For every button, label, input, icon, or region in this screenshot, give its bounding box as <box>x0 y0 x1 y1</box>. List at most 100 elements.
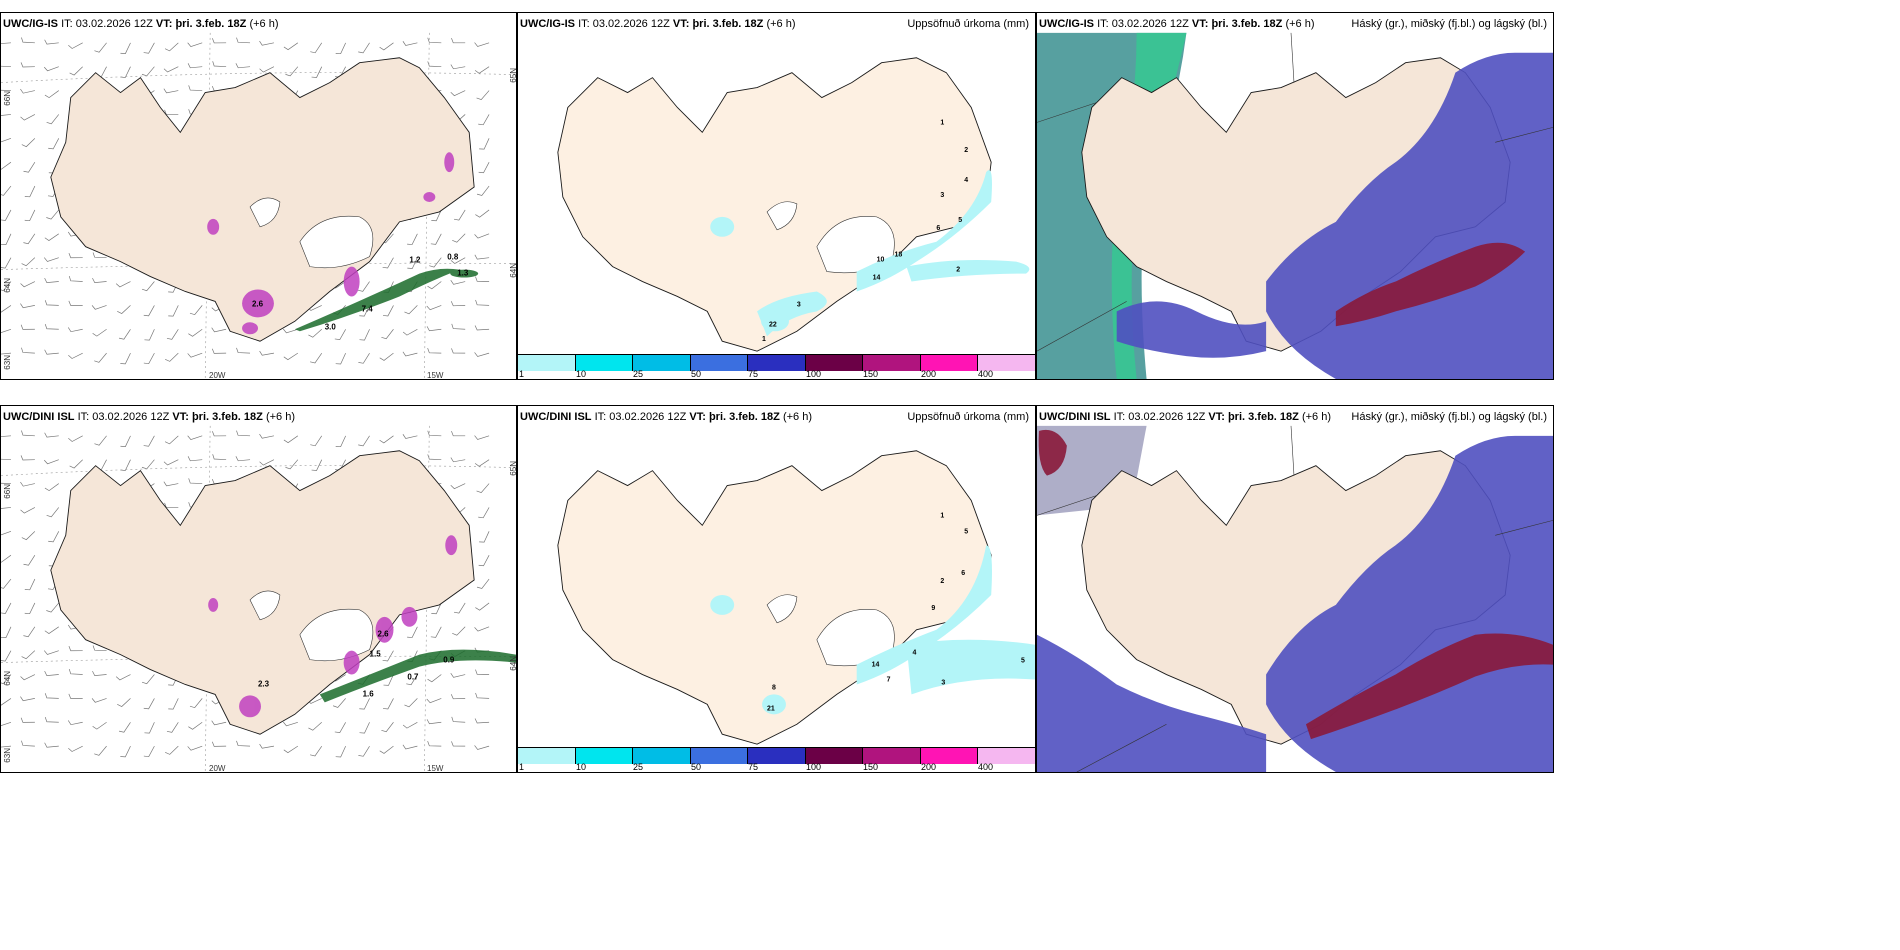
wind-barb <box>1 458 11 461</box>
glacier <box>816 215 895 274</box>
wind-barb <box>379 745 394 754</box>
wind-barb <box>478 507 490 519</box>
wind-barb <box>426 719 442 725</box>
glacier <box>766 594 798 624</box>
value-label: 5 <box>958 217 962 224</box>
colorbar-segment <box>806 355 863 371</box>
wind-barb <box>141 66 155 77</box>
panel-title: Háský (gr.), miðský (fj.bl.) og lágský (… <box>1351 411 1547 423</box>
wind-barb <box>120 459 131 471</box>
wind-barb <box>118 329 131 340</box>
value-label: 1 <box>940 512 944 519</box>
wind-barb <box>474 233 490 239</box>
colorbar-segment <box>806 748 863 764</box>
wind-barb <box>24 578 36 591</box>
wind-barb <box>120 435 131 447</box>
value-label: 3.0 <box>325 322 337 331</box>
wind-barb <box>474 42 490 47</box>
mid-cloud <box>1305 633 1553 740</box>
wind-barb <box>118 722 131 733</box>
wind-barb <box>44 233 59 241</box>
low-cloud <box>1116 301 1267 358</box>
colorbar-label: 1 <box>519 762 525 772</box>
panel-title: Háský (gr.), miðský (fj.bl.) og lágský (… <box>1351 18 1547 30</box>
it-label: IT: <box>1113 411 1126 423</box>
wind-barb <box>165 352 179 362</box>
wind-barb <box>1 698 12 706</box>
value-label: 0.7 <box>407 673 419 682</box>
wind-barb <box>382 650 394 662</box>
wind-barb <box>259 743 275 749</box>
wind-barb <box>475 602 490 611</box>
colorbar-label: 400 <box>978 369 994 379</box>
wind-barb <box>1 233 12 245</box>
colorbar-segment <box>978 355 1035 371</box>
value-label: 1.5 <box>370 650 382 659</box>
value-label: 2.3 <box>258 679 270 688</box>
wind-barb <box>1 674 12 685</box>
glacier <box>766 201 798 231</box>
wind-barb <box>1 435 11 437</box>
value-label: 22 <box>769 321 777 328</box>
wind-barb <box>402 744 418 750</box>
wind-barb <box>211 720 227 726</box>
wind-barb <box>427 61 442 68</box>
panel-precip-bottom: UWC/DINI ISL IT: 03.02.2026 12Z VT: þri.… <box>517 405 1036 773</box>
colorbar-label: 25 <box>633 762 644 772</box>
it-value: 03.02.2026 12Z <box>592 18 670 30</box>
wind-barb <box>450 694 466 700</box>
wind-barb <box>20 674 36 681</box>
map-wind-precip: 2.6 0.8 1.2 1.3 3.0 7.4 <box>1 32 516 379</box>
wind-barb <box>143 698 155 710</box>
vt-label: VT: <box>172 411 189 423</box>
colorbar-label: 1 <box>519 369 525 379</box>
wind-barb <box>1 185 12 196</box>
wind-barb <box>404 698 418 708</box>
lead-time: (+6 h) <box>1301 411 1331 423</box>
value-label: 2 <box>940 578 944 585</box>
wind-barb <box>451 716 466 723</box>
wind-barb <box>21 257 36 267</box>
wind-barb <box>427 674 442 683</box>
panel-header: UWC/IG-IS IT: 03.02.2026 12Z VT: þri. 3.… <box>1037 13 1553 39</box>
it-value: 03.02.2026 12Z <box>609 411 687 423</box>
wind-barb <box>310 352 323 364</box>
wind-barb <box>211 741 227 747</box>
wind-barb <box>431 209 442 222</box>
map-accumulated-precip: 1 2 3 4 5 6 10 14 18 2 3 1 22 <box>557 57 1030 352</box>
wind-barb <box>474 459 490 467</box>
wind-barb <box>1 507 11 509</box>
wind-barb <box>1 161 12 170</box>
lon-label: 15W <box>427 764 444 773</box>
wind-barb <box>310 745 323 757</box>
wind-barb <box>474 66 490 74</box>
wind-barb <box>1 65 11 68</box>
lon-label: 20W <box>209 764 226 773</box>
wind-barb <box>91 698 107 703</box>
wind-barb <box>357 281 370 292</box>
wind-barb <box>168 305 179 317</box>
panel-precip-top: UWC/IG-IS IT: 03.02.2026 12Z VT: þri. 3.… <box>517 12 1036 380</box>
wind-barb <box>427 281 442 290</box>
wind-barb <box>308 329 322 338</box>
value-label: 1.2 <box>409 256 421 265</box>
wind-barb <box>427 454 442 461</box>
wind-barb <box>1 530 12 536</box>
wind-barb <box>1 209 12 221</box>
wind-barb <box>24 185 36 198</box>
colorbar-segment <box>978 748 1035 764</box>
wind-barb <box>475 692 490 699</box>
lead-time: (+6 h) <box>766 18 796 30</box>
mid-cloud <box>1038 429 1067 476</box>
lat-label: 63N <box>3 748 12 763</box>
lat-label: 63N <box>3 355 12 370</box>
wind-barb <box>474 254 490 260</box>
wind-barb <box>20 324 35 330</box>
panel-clouds-bottom: UWC/DINI ISL IT: 03.02.2026 12Z VT: þri.… <box>1036 405 1554 773</box>
vt-label: VT: <box>672 18 690 30</box>
wind-barb <box>165 745 179 755</box>
wind-barb <box>92 277 107 283</box>
wind-barb <box>20 696 35 702</box>
panel-title: Uppsöfnuð úrkoma (mm) <box>907 411 1029 423</box>
wind-barb <box>451 348 466 354</box>
